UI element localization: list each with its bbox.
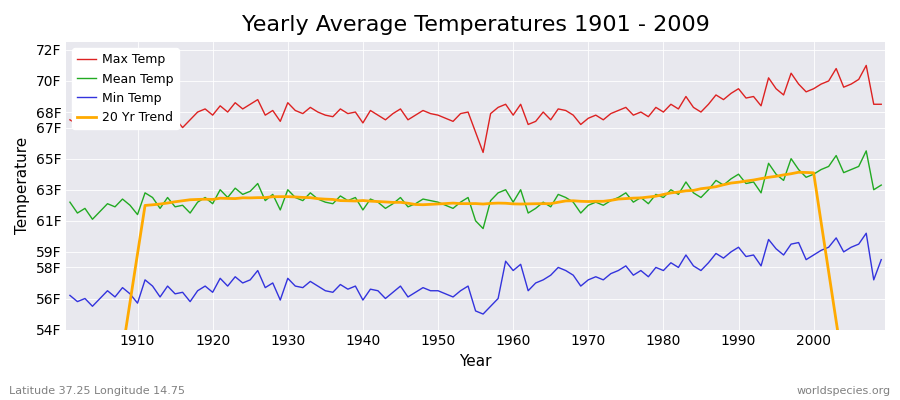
20 Yr Trend (335, 198, 346, 203)
Max Temp (516, 102, 526, 107)
Max Temp (606, 111, 616, 116)
Text: worldspecies.org: worldspecies.org (796, 386, 891, 396)
Mean Temp (606, 198, 616, 203)
Line: Max Temp: Max Temp (70, 66, 881, 152)
Mean Temp (478, 226, 489, 231)
20 Yr Trend (500, 201, 511, 206)
Y-axis label: Temperature: Temperature (15, 137, 30, 234)
20 Yr Trend (598, 199, 608, 204)
20 Yr Trend (508, 202, 518, 206)
Max Temp (508, 113, 518, 118)
Line: Mean Temp: Mean Temp (70, 151, 881, 228)
Min Temp (124, 292, 135, 296)
Mean Temp (290, 195, 301, 200)
Title: Yearly Average Temperatures 1901 - 2009: Yearly Average Temperatures 1901 - 2009 (241, 15, 709, 35)
Min Temp (335, 282, 346, 287)
Mean Temp (508, 200, 518, 204)
Max Temp (290, 108, 301, 113)
Min Temp (876, 257, 886, 262)
X-axis label: Year: Year (459, 354, 491, 369)
Min Temp (516, 262, 526, 267)
Min Temp (860, 231, 871, 236)
Min Temp (290, 284, 301, 288)
Line: 20 Yr Trend: 20 Yr Trend (70, 172, 881, 400)
Min Temp (606, 271, 616, 276)
Mean Temp (335, 194, 346, 198)
Max Temp (65, 118, 76, 122)
20 Yr Trend (793, 170, 804, 175)
Min Temp (65, 293, 76, 298)
Text: Latitude 37.25 Longitude 14.75: Latitude 37.25 Longitude 14.75 (9, 386, 185, 396)
Mean Temp (516, 187, 526, 192)
Mean Temp (860, 148, 871, 153)
Max Temp (478, 150, 489, 155)
Max Temp (860, 63, 871, 68)
Min Temp (508, 268, 518, 273)
Legend: Max Temp, Mean Temp, Min Temp, 20 Yr Trend: Max Temp, Mean Temp, Min Temp, 20 Yr Tre… (72, 48, 179, 129)
Mean Temp (124, 203, 135, 208)
Mean Temp (876, 183, 886, 188)
Max Temp (335, 106, 346, 111)
Min Temp (478, 312, 489, 316)
Mean Temp (65, 200, 76, 204)
Line: Min Temp: Min Temp (70, 233, 881, 314)
20 Yr Trend (290, 194, 301, 199)
Max Temp (876, 102, 886, 107)
Max Temp (124, 111, 135, 116)
20 Yr Trend (124, 300, 135, 305)
